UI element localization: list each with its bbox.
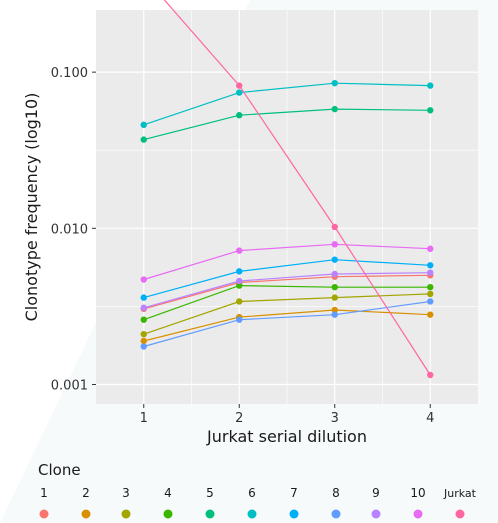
x-axis-label: Jurkat serial dilution [206, 427, 367, 446]
y-axis-label: Clonotype frequency (log10) [22, 93, 41, 322]
data-point-9 [427, 269, 434, 276]
data-point-10 [140, 276, 147, 283]
data-point-8 [140, 343, 147, 350]
data-point-3 [331, 294, 338, 301]
data-point-3 [236, 298, 243, 305]
data-point-jurkat [236, 82, 243, 89]
data-point-9 [236, 277, 243, 285]
data-point-7 [331, 256, 338, 263]
series-line-3 [143, 293, 431, 335]
y-tick-label: 0.100 [51, 66, 88, 81]
data-point-7 [236, 268, 243, 275]
series-line-jurkat [163, 0, 431, 376]
data-point-6 [236, 89, 243, 96]
data-point-6 [140, 121, 147, 129]
data-point-8 [427, 298, 434, 305]
axis-ticks [92, 71, 431, 408]
data-point-jurkat [331, 223, 338, 231]
legend-key-7 [289, 509, 299, 519]
legend-key-9 [371, 509, 381, 519]
legend-label-5: 5 [206, 486, 214, 500]
legend-label-2: 2 [82, 486, 90, 500]
legend-key-6 [247, 509, 257, 519]
data-point-4 [331, 283, 338, 291]
legend-key-jurkat [455, 509, 465, 519]
legend-key-1 [39, 509, 49, 519]
legend-key-10 [413, 509, 423, 519]
data-point-5 [140, 136, 147, 143]
legend-title: Clone [38, 461, 81, 479]
data-point-9 [331, 270, 338, 278]
data-point-10 [331, 241, 338, 248]
x-tick-label: 2 [235, 411, 243, 426]
legend-label-10: 10 [410, 486, 425, 500]
data-point-6 [331, 79, 338, 87]
data-point-2 [140, 337, 147, 345]
legend-key-3 [121, 509, 131, 519]
legend-label-6: 6 [248, 486, 256, 500]
data-point-9 [140, 304, 147, 311]
data-point-5 [331, 105, 338, 113]
data-point-4 [140, 316, 147, 323]
data-point-5 [236, 112, 243, 119]
legend-key-8 [331, 509, 341, 519]
legend-label-9: 9 [372, 486, 380, 500]
tick-labels: 0.100 0.010 0.001 1 2 3 4 [51, 66, 435, 426]
series-lines [143, 0, 431, 376]
x-tick-label: 1 [140, 411, 148, 426]
data-point-4 [236, 282, 243, 289]
data-point-2 [427, 311, 434, 318]
x-tick-label: 3 [331, 411, 339, 426]
data-point-10 [427, 245, 434, 252]
series-line-10 [143, 243, 431, 281]
legend-key-2 [81, 509, 91, 519]
data-point-10 [236, 247, 243, 254]
legend: 1 2 3 4 5 6 7 8 9 10 Jurkat [39, 486, 477, 519]
grid-minor-lines [96, 10, 478, 404]
data-point-7 [427, 262, 434, 269]
legend-label-jurkat: Jurkat [443, 487, 477, 500]
series-line-7 [143, 259, 431, 299]
data-point-3 [140, 330, 147, 338]
legend-key-4 [163, 509, 173, 519]
legend-label-7: 7 [290, 486, 298, 500]
data-point-7 [140, 294, 147, 301]
y-tick-label: 0.010 [51, 222, 88, 237]
data-point-8 [236, 316, 243, 323]
legend-label-1: 1 [40, 486, 48, 500]
series-line-5 [143, 108, 431, 141]
series-line-4 [143, 284, 431, 321]
series-line-2 [143, 309, 431, 342]
series-line-8 [143, 300, 431, 348]
data-point-2 [331, 306, 338, 314]
legend-label-4: 4 [164, 486, 172, 500]
legend-label-3: 3 [122, 486, 130, 500]
data-point-6 [427, 82, 434, 89]
legend-key-5 [205, 509, 215, 519]
y-tick-label: 0.001 [51, 378, 88, 393]
series-line-1 [143, 274, 431, 310]
data-point-5 [427, 107, 434, 114]
series-points [140, 79, 434, 379]
data-point-3 [427, 290, 434, 298]
data-point-4 [427, 283, 434, 291]
series-line-6 [143, 82, 431, 126]
data-point-jurkat [427, 371, 434, 379]
x-tick-label: 4 [426, 411, 434, 426]
legend-label-8: 8 [332, 486, 340, 500]
series-line-9 [143, 272, 431, 309]
data-point-8 [331, 311, 338, 318]
